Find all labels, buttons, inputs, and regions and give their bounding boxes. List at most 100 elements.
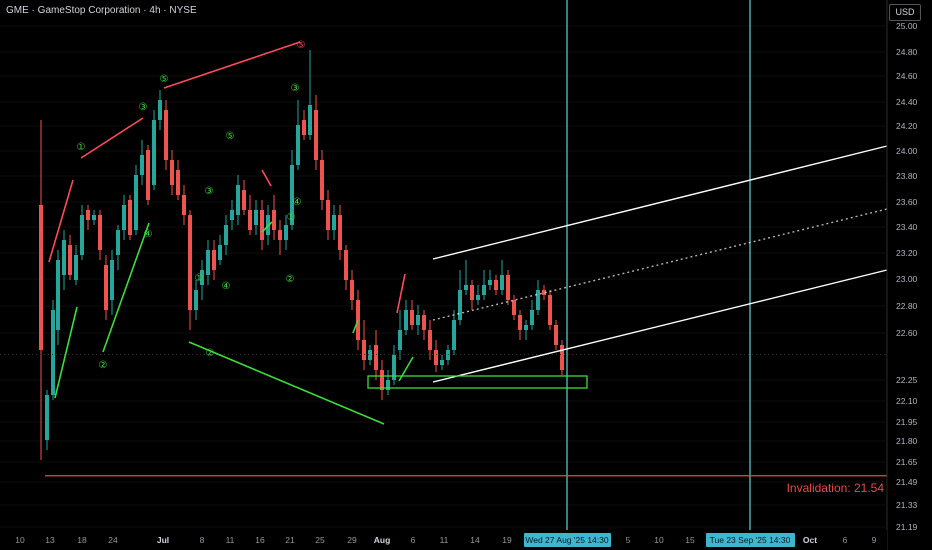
candle-body xyxy=(122,205,126,230)
currency-button[interactable]: USD xyxy=(889,4,921,21)
candle-body xyxy=(260,210,264,240)
candle-body xyxy=(51,310,55,395)
wave-line xyxy=(102,222,150,353)
wave-count-label: ② xyxy=(99,360,108,371)
candle-body xyxy=(68,245,72,275)
candle-body xyxy=(152,120,156,185)
candle-body xyxy=(134,175,138,230)
candle-body xyxy=(380,370,384,390)
candle-body xyxy=(518,315,522,330)
wave-line xyxy=(396,273,406,314)
time-tick-label: Oct xyxy=(803,535,817,545)
time-tick-label: 25 xyxy=(315,535,325,545)
price-tick-label: 21.65 xyxy=(896,457,918,467)
candle-body xyxy=(98,215,102,250)
candle-body xyxy=(326,200,330,230)
candle-body xyxy=(320,160,324,200)
wave-count-label: ② xyxy=(286,274,295,285)
candle-body xyxy=(512,300,516,315)
candle-body xyxy=(176,170,180,195)
time-axis[interactable]: 10 13 18 24 Jul 8 11 16 21 25 29 Aug 6 11 14 19 5 10 15 Oct… xyxy=(0,530,887,550)
wave-line xyxy=(261,221,273,233)
candle-body xyxy=(470,285,474,300)
time-tick-label: Jul xyxy=(157,535,169,545)
candle-body xyxy=(314,110,318,160)
candle-body xyxy=(452,320,456,350)
candle-body xyxy=(212,250,216,270)
candle-body xyxy=(536,290,540,310)
candle-body xyxy=(206,250,210,275)
candle-body xyxy=(242,190,246,210)
price-tick-label: 21.95 xyxy=(896,417,918,427)
candle-body xyxy=(416,315,420,325)
candle-body xyxy=(308,105,312,135)
candle-body xyxy=(422,315,426,330)
time-tick-label: 18 xyxy=(77,535,87,545)
channel-mid-line xyxy=(432,208,888,321)
candle-body xyxy=(218,245,222,260)
price-tick-label: 23.00 xyxy=(896,274,918,284)
candle-body xyxy=(146,150,150,200)
wave-line xyxy=(80,117,144,159)
candle-body xyxy=(506,275,510,300)
candle-body xyxy=(296,125,300,165)
candle-body xyxy=(440,360,444,365)
candle-body xyxy=(188,215,192,310)
time-tick-label: 13 xyxy=(45,535,55,545)
candle-body xyxy=(398,330,402,350)
candle-body xyxy=(62,240,66,275)
time-tick-label: 10 xyxy=(15,535,25,545)
candle-body xyxy=(74,255,78,280)
candle-body xyxy=(254,210,258,225)
support-zone-box xyxy=(367,375,588,389)
candle-body xyxy=(464,285,468,290)
channel-lower-line xyxy=(432,269,888,383)
price-tick-label: 21.49 xyxy=(896,477,918,487)
candle-body xyxy=(410,310,414,325)
candle-body xyxy=(344,250,348,280)
candle-body xyxy=(56,260,60,330)
candle-body xyxy=(482,285,486,295)
candle-body xyxy=(428,330,432,350)
wave-line xyxy=(48,179,74,263)
wave-line xyxy=(352,319,359,334)
candle-body xyxy=(140,155,144,175)
time-axis-bg xyxy=(0,530,887,550)
price-tick-label: 24.40 xyxy=(896,97,918,107)
wave-count-label: ① xyxy=(77,142,86,153)
candle-body xyxy=(434,350,438,365)
candle-body xyxy=(170,160,174,185)
candle-body xyxy=(404,310,408,330)
wave-line xyxy=(261,169,272,187)
candle-body xyxy=(362,340,366,360)
time-tick-label: 8 xyxy=(200,535,205,545)
candle-body xyxy=(542,290,546,295)
candle-body xyxy=(560,345,564,370)
price-axis[interactable]: 25.00 24.80 24.60 24.40 24.20 24.00 23.80 23.60… xyxy=(886,0,932,550)
candle-body xyxy=(45,395,49,440)
channel-upper-line xyxy=(432,145,888,260)
time-tick-label: Aug xyxy=(374,535,391,545)
candle-body xyxy=(86,210,90,220)
candle-body xyxy=(248,210,252,230)
wave-count-label: ④ xyxy=(293,197,302,208)
time-tick-label: 29 xyxy=(347,535,357,545)
candle-body xyxy=(494,280,498,290)
price-tick-label: 24.20 xyxy=(896,121,918,131)
price-tick-label: 21.33 xyxy=(896,500,918,510)
candle-body xyxy=(194,290,198,310)
time-tick-label: 15 xyxy=(685,535,695,545)
time-tick-label: 6 xyxy=(843,535,848,545)
price-tick-label: 24.80 xyxy=(896,47,918,57)
time-tick-label: 14 xyxy=(470,535,480,545)
candle-body xyxy=(350,280,354,300)
candle-body xyxy=(158,100,162,120)
wave-count-label: ① xyxy=(287,212,296,223)
candle-body xyxy=(230,210,234,220)
candle-body xyxy=(488,280,492,285)
wave-count-label: ③ xyxy=(139,102,148,113)
wave-line xyxy=(188,341,385,425)
time-tick-label: 11 xyxy=(440,535,449,545)
time-highlight-right-bg xyxy=(706,533,795,547)
